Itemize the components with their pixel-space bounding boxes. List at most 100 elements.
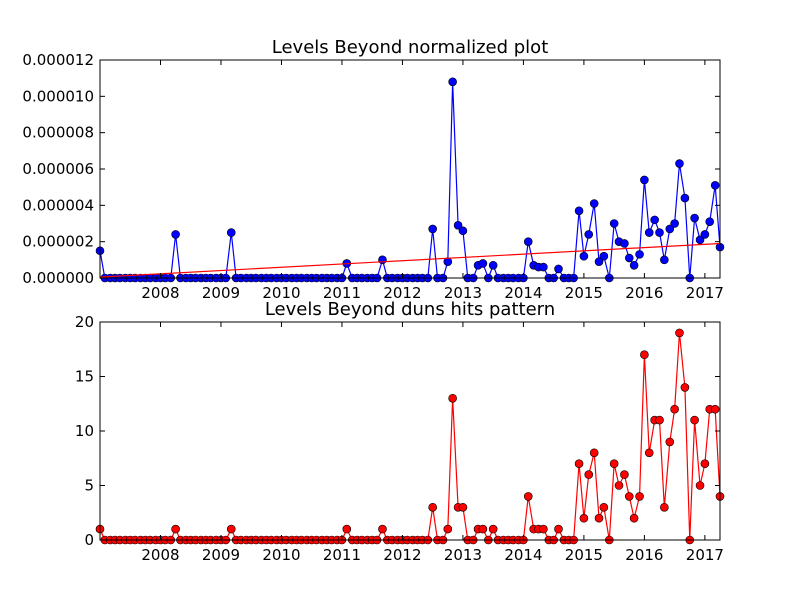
y-tick-label: 5	[84, 477, 94, 495]
x-tick-label: 2016	[625, 284, 663, 302]
data-point	[624, 253, 634, 263]
x-tick-label: 2014	[504, 546, 542, 564]
data-point	[620, 470, 629, 479]
y-tick-label: 0.000008	[22, 124, 94, 142]
data-point	[695, 481, 705, 490]
data-point	[458, 502, 468, 512]
data-point	[443, 524, 453, 534]
data-point	[609, 459, 619, 469]
x-tick-label: 2012	[383, 546, 421, 564]
data-point	[574, 459, 584, 469]
y-tick-label: 0.000012	[22, 51, 94, 69]
data-point	[655, 415, 664, 425]
data-point	[448, 77, 457, 87]
data-point	[640, 350, 649, 360]
data-point	[644, 448, 654, 458]
data-point	[700, 459, 710, 469]
data-point	[650, 215, 659, 225]
data-point	[695, 235, 705, 245]
data-point	[574, 206, 584, 216]
data-point	[660, 502, 669, 512]
x-tick-label: 2011	[323, 546, 361, 564]
data-point	[478, 259, 488, 268]
data-point	[584, 470, 594, 479]
y-tick-label: 0	[84, 531, 94, 549]
data-point	[171, 230, 180, 239]
x-tick-label: 2015	[565, 284, 603, 302]
data-point	[594, 257, 604, 266]
data-point	[523, 492, 533, 501]
data-point	[378, 524, 387, 534]
x-tick-label: 2008	[141, 284, 179, 302]
data-point	[624, 492, 634, 501]
data-point	[700, 230, 710, 239]
data-point	[539, 262, 548, 272]
data-point	[488, 524, 498, 534]
data-point	[710, 404, 720, 414]
data-point	[644, 228, 654, 237]
data-point	[710, 181, 720, 190]
x-tick-label: 2009	[202, 546, 240, 564]
data-point	[629, 513, 639, 523]
x-tick-label: 2008	[141, 546, 179, 564]
data-point	[448, 393, 457, 403]
data-point	[523, 237, 533, 246]
y-axis: 0 5 10 15 20	[75, 313, 720, 549]
x-tick-label: 2012	[383, 284, 421, 302]
y-tick-label: 0.000006	[22, 160, 94, 178]
data-point	[635, 250, 644, 259]
data-point	[554, 264, 563, 274]
x-tick-label: 2013	[444, 546, 482, 564]
data-point	[690, 213, 699, 223]
data-point	[378, 255, 387, 265]
chart-duns-hits-pattern: Levels Beyond duns hits pattern 0 5 10 15 20…	[75, 299, 725, 564]
data-point	[655, 228, 664, 237]
data-point	[680, 193, 690, 203]
data-point	[614, 481, 624, 490]
y-tick-label: 0.000000	[22, 269, 94, 287]
data-point	[660, 255, 669, 265]
x-tick-label: 2011	[323, 284, 361, 302]
data-point	[629, 260, 639, 270]
x-axis: 2008 2009 2010 2011 2012 2013 2014 2015 2016 2017	[141, 60, 724, 302]
chart-title: Levels Beyond duns hits pattern	[265, 299, 555, 320]
y-tick-label: 15	[75, 368, 94, 386]
data-point	[226, 228, 236, 237]
data-point	[690, 415, 699, 425]
x-tick-label: 2010	[262, 546, 300, 564]
data-point	[609, 219, 619, 228]
data-point	[675, 328, 684, 338]
chart-normalized-plot: Levels Beyond normalized plot 0.000000 0.…	[22, 37, 725, 302]
data-point	[342, 524, 352, 534]
data-point	[670, 404, 679, 414]
data-point	[620, 239, 629, 248]
data-point	[579, 513, 589, 523]
x-tick-label: 2010	[262, 284, 300, 302]
data-point	[453, 221, 463, 230]
data-point	[554, 524, 563, 534]
x-axis: 2008 2009 2010 2011 2012 2013 2014 2015 2016 2017	[141, 322, 724, 564]
data-point	[594, 513, 604, 523]
data-point	[579, 251, 589, 261]
x-tick-label: 2017	[686, 546, 724, 564]
x-tick-label: 2009	[202, 284, 240, 302]
y-tick-label: 10	[75, 422, 94, 440]
data-point	[584, 230, 594, 239]
data-point	[670, 219, 679, 228]
data-point	[599, 502, 609, 512]
series-line	[99, 242, 721, 278]
data-point	[599, 251, 609, 261]
data-point	[539, 524, 548, 534]
data-point	[665, 437, 675, 447]
y-axis: 0.000000 0.000002 0.000004 0.000006 0.000008…	[22, 51, 720, 287]
y-tick-label: 20	[75, 313, 94, 331]
data-point	[428, 224, 437, 234]
data-point	[171, 524, 180, 534]
x-tick-label: 2016	[625, 546, 663, 564]
x-tick-label: 2017	[686, 284, 724, 302]
chart-title: Levels Beyond normalized plot	[272, 37, 549, 58]
x-tick-label: 2014	[504, 284, 542, 302]
data-point	[675, 159, 684, 168]
data-point	[226, 524, 236, 534]
